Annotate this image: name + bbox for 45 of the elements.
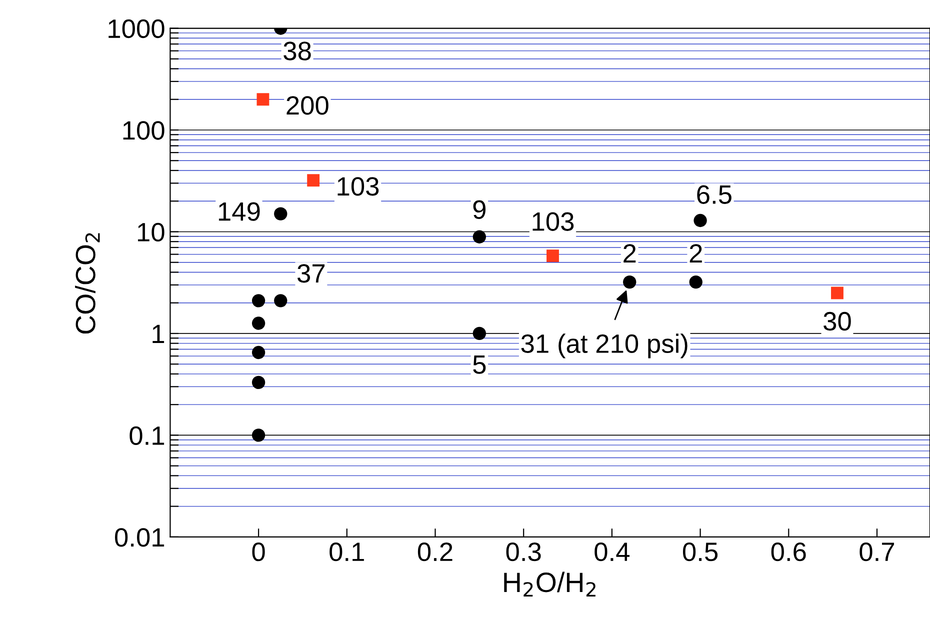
point (252, 294, 266, 308)
annotation: 37 (298, 264, 325, 283)
annotation: 5 (473, 355, 486, 374)
point (274, 294, 288, 308)
point (689, 275, 702, 289)
point (256, 93, 270, 106)
point (694, 214, 707, 228)
x-tick-label: 0.4 (594, 542, 630, 562)
annotation: 31 (at 210 psi) (521, 334, 688, 358)
point (274, 207, 288, 220)
annotation: 6.5 (697, 185, 732, 204)
point (546, 250, 559, 262)
x-axis-title: H$_{2}$O/H$_{2}$ (504, 572, 596, 596)
point (252, 376, 266, 390)
x-tick-label: 0.1 (330, 542, 364, 562)
x-tick-label: 0.5 (682, 542, 718, 562)
x-tick-label: 0.7 (860, 542, 894, 562)
point (307, 174, 320, 187)
point (252, 346, 266, 360)
annotation: 2 (624, 244, 636, 263)
x-tick-label: 0.3 (506, 542, 541, 562)
point (472, 326, 486, 340)
x-tick-label: 0.2 (418, 542, 452, 562)
y-tick-label: 100 (123, 121, 164, 140)
annotation: 2 (690, 244, 702, 263)
annotation: 103 (338, 177, 379, 196)
annotation: 200 (286, 96, 328, 115)
point (831, 286, 844, 300)
point (252, 428, 266, 442)
annotation: 103 (532, 212, 574, 231)
y-tick-label: 0.01 (115, 528, 164, 547)
y-tick-label: 1 (152, 324, 164, 344)
y-axis-title: CO/CO$_{2}$ (75, 233, 100, 334)
y-tick-label: 1000 (108, 19, 164, 38)
y-tick-label: 0.1 (130, 426, 164, 446)
point (252, 316, 266, 330)
point (623, 275, 636, 289)
x-tick-label: 0.6 (771, 542, 806, 562)
annotation: 38 (284, 42, 311, 60)
point (472, 230, 486, 244)
annotation: 9 (473, 200, 486, 219)
y-tick-label: 10 (138, 222, 164, 242)
annotation: 30 (824, 312, 851, 331)
annotation: 149 (218, 202, 260, 221)
x-tick-label: 0 (252, 542, 265, 562)
